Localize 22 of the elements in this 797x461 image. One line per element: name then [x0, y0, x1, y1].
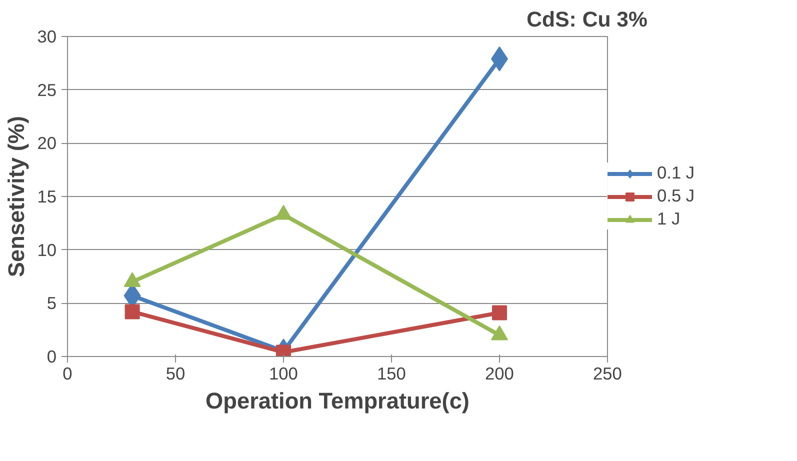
y-tick-label: 10	[37, 240, 57, 260]
legend-label: 0.1 J	[657, 162, 695, 184]
legend-label: 0.5 J	[657, 186, 695, 206]
text: CdS: Cu 3%	[526, 8, 648, 32]
x-tick-label: 200	[485, 364, 514, 384]
y-axis-title: Sensetivity (%)	[3, 116, 30, 278]
x-tick-label: 100	[269, 364, 298, 384]
y-tick-label: 0	[46, 346, 57, 366]
legend-label: 1 J	[657, 208, 680, 230]
x-tick-label: 250	[593, 364, 622, 384]
y-tick-label: 30	[37, 26, 57, 46]
y-tick-label: 25	[37, 80, 57, 100]
x-tick-label: 50	[166, 364, 186, 384]
x-axis-title: Operation Temprature(c)	[206, 388, 470, 414]
point	[275, 204, 292, 220]
point	[491, 325, 508, 340]
y-tick-label: 15	[37, 186, 57, 206]
y-tick-label: 20	[37, 133, 57, 154]
point	[124, 272, 141, 287]
x-tick-label: 0	[62, 364, 72, 384]
x-tick-label: 150	[377, 364, 406, 384]
y-tick-label: 5	[46, 293, 57, 314]
